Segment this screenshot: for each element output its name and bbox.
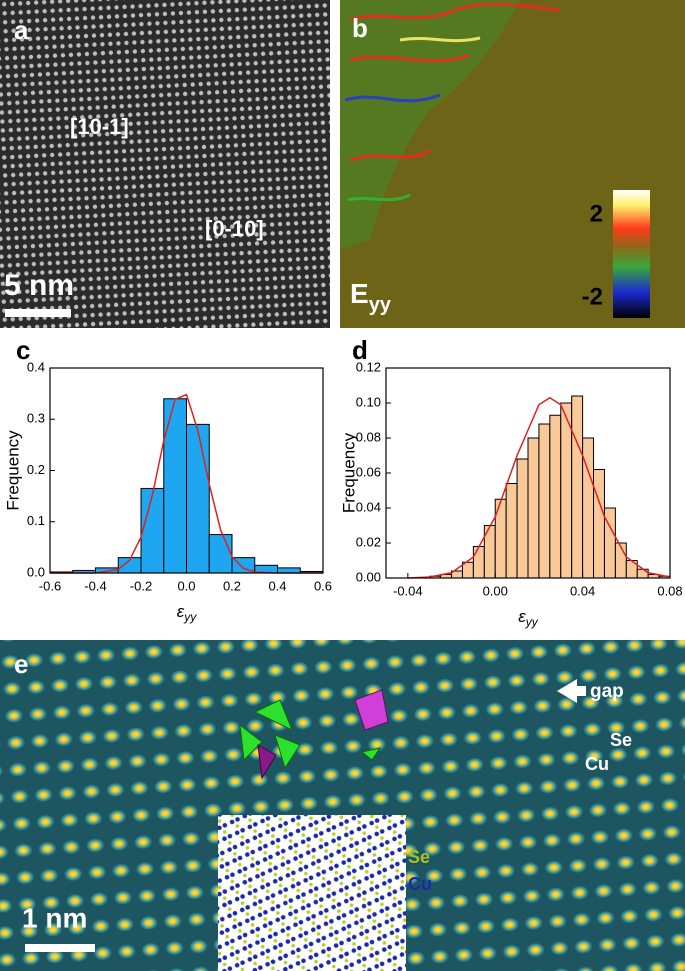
bar xyxy=(560,402,573,579)
gap-arrow xyxy=(557,679,586,703)
x-axis-label-main: ε xyxy=(177,602,185,621)
scale-bar xyxy=(25,944,95,952)
bar xyxy=(593,469,605,579)
y-tick-label: 0.06 xyxy=(356,464,381,479)
scale-bar-label: 5 nm xyxy=(4,269,74,302)
x-tick-label: 0.08 xyxy=(657,583,682,598)
annotation: [0-10] xyxy=(205,216,264,241)
bar xyxy=(527,437,540,579)
panel-label: d xyxy=(352,335,368,365)
y-axis-label: Frequency xyxy=(339,432,358,513)
x-tick-label: -0.2 xyxy=(130,578,152,593)
bar xyxy=(505,483,518,579)
bar xyxy=(277,567,301,574)
map-label-main: E xyxy=(350,278,369,309)
polyhedra xyxy=(239,689,389,780)
bar xyxy=(571,395,584,579)
x-axis-label-sub: yy xyxy=(183,610,197,624)
y-tick-label: 0.1 xyxy=(27,513,45,528)
haadf-image xyxy=(0,0,330,328)
x-tick-label: 0.2 xyxy=(223,578,241,593)
bar xyxy=(549,414,562,579)
x-axis-label: εyy xyxy=(518,607,538,629)
y-tick-label: 0.2 xyxy=(27,462,45,477)
y-tick-label: 0.4 xyxy=(27,359,45,374)
y-tick-label: 0.04 xyxy=(356,499,381,514)
annotation: gap xyxy=(590,681,624,702)
colorbar xyxy=(613,190,650,318)
annotation: [10-1] xyxy=(70,114,129,139)
x-tick-label: 0.0 xyxy=(177,578,195,593)
colorbar-tick: 2 xyxy=(590,200,603,227)
y-tick-label: 0.12 xyxy=(356,359,381,374)
x-tick-label: 0.4 xyxy=(268,578,286,593)
chart: 0.0 0.1 0.2 0.3 0.4 -0.6 -0.4 -0.2 0.0 0.2 0.4 0.6 F… xyxy=(3,335,332,624)
y-tick-label: 0.10 xyxy=(356,394,381,409)
scale-bar-label: 1 nm xyxy=(22,902,87,933)
x-axis-label-main: ε xyxy=(518,607,526,626)
bar xyxy=(636,568,649,579)
panel-label: a xyxy=(14,15,29,45)
annotation: Se xyxy=(610,730,632,750)
bar xyxy=(163,398,187,574)
y-tick-label: 0.3 xyxy=(27,411,45,426)
bar xyxy=(516,458,529,579)
colorbar-tick: -2 xyxy=(582,283,603,310)
x-tick-label: -0.04 xyxy=(393,583,423,598)
x-tick-label: -0.4 xyxy=(84,578,106,593)
inset-legend: Cu xyxy=(408,874,432,894)
y-tick-label: 0.08 xyxy=(356,429,381,444)
structure-inset xyxy=(218,815,406,971)
bar xyxy=(186,423,210,574)
map-label-sub: yy xyxy=(369,294,392,316)
panel-label: c xyxy=(16,335,30,365)
inset-legend: Se xyxy=(408,847,430,867)
x-tick-label: 0.6 xyxy=(314,578,332,593)
x-tick-label: 0.00 xyxy=(483,583,508,598)
x-axis-label: εyy xyxy=(177,602,197,624)
bar xyxy=(472,546,485,579)
bar xyxy=(538,423,551,579)
y-tick-label: 0.02 xyxy=(356,534,381,549)
bar xyxy=(208,534,233,574)
x-tick-label: 0.04 xyxy=(570,583,595,598)
strain-region xyxy=(340,0,520,250)
fit-curve xyxy=(407,396,671,579)
annotation: Cu xyxy=(585,754,609,774)
chart: 0.00 0.02 0.04 0.06 0.08 0.10 0.12 -0.04 0.00 0.0… xyxy=(339,335,682,629)
fit-curve xyxy=(50,393,323,574)
panel-label: e xyxy=(14,649,28,679)
y-tick-label: 0.00 xyxy=(356,569,381,584)
panel-label: b xyxy=(352,13,368,43)
y-tick-label: 0.0 xyxy=(27,564,45,579)
map-label: Eyy xyxy=(350,278,392,316)
x-tick-label: -0.6 xyxy=(39,578,61,593)
x-axis-label-sub: yy xyxy=(525,615,539,629)
scale-bar xyxy=(5,309,71,317)
strain-streaks xyxy=(344,2,561,202)
bar xyxy=(140,487,165,574)
y-axis-label: Frequency xyxy=(3,430,22,511)
